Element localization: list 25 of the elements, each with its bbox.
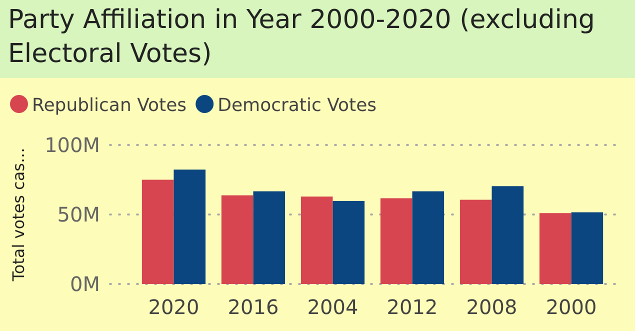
bar [142, 180, 174, 284]
x-tick-label: 2020 [148, 295, 200, 319]
y-tick-label: 50M [57, 202, 100, 226]
x-tick-label: 2012 [386, 295, 438, 319]
bar [253, 191, 286, 284]
bar [332, 201, 365, 284]
bar [300, 196, 333, 284]
bar [174, 170, 206, 284]
y-tick-label: 100M [44, 133, 100, 157]
y-axis-title: Total votes cas... [9, 148, 28, 282]
legend-label: Democratic Votes [218, 95, 377, 116]
x-tick-label: 2000 [546, 295, 597, 319]
x-tick-label: 2008 [466, 295, 518, 319]
x-tick-label: 2016 [228, 295, 279, 319]
legend-label: Republican Votes [32, 95, 187, 116]
y-tick-label: 0M [70, 272, 100, 296]
bar [539, 213, 572, 284]
chart-title: Party Affiliation in Year 2000-2020 (excluding Electoral Votes) [8, 5, 595, 69]
x-tick-label: 2004 [307, 295, 358, 319]
bar [492, 186, 524, 284]
bar [412, 191, 444, 284]
bar [380, 198, 412, 284]
bar [571, 212, 604, 284]
bar [460, 200, 492, 284]
bar [221, 195, 254, 284]
